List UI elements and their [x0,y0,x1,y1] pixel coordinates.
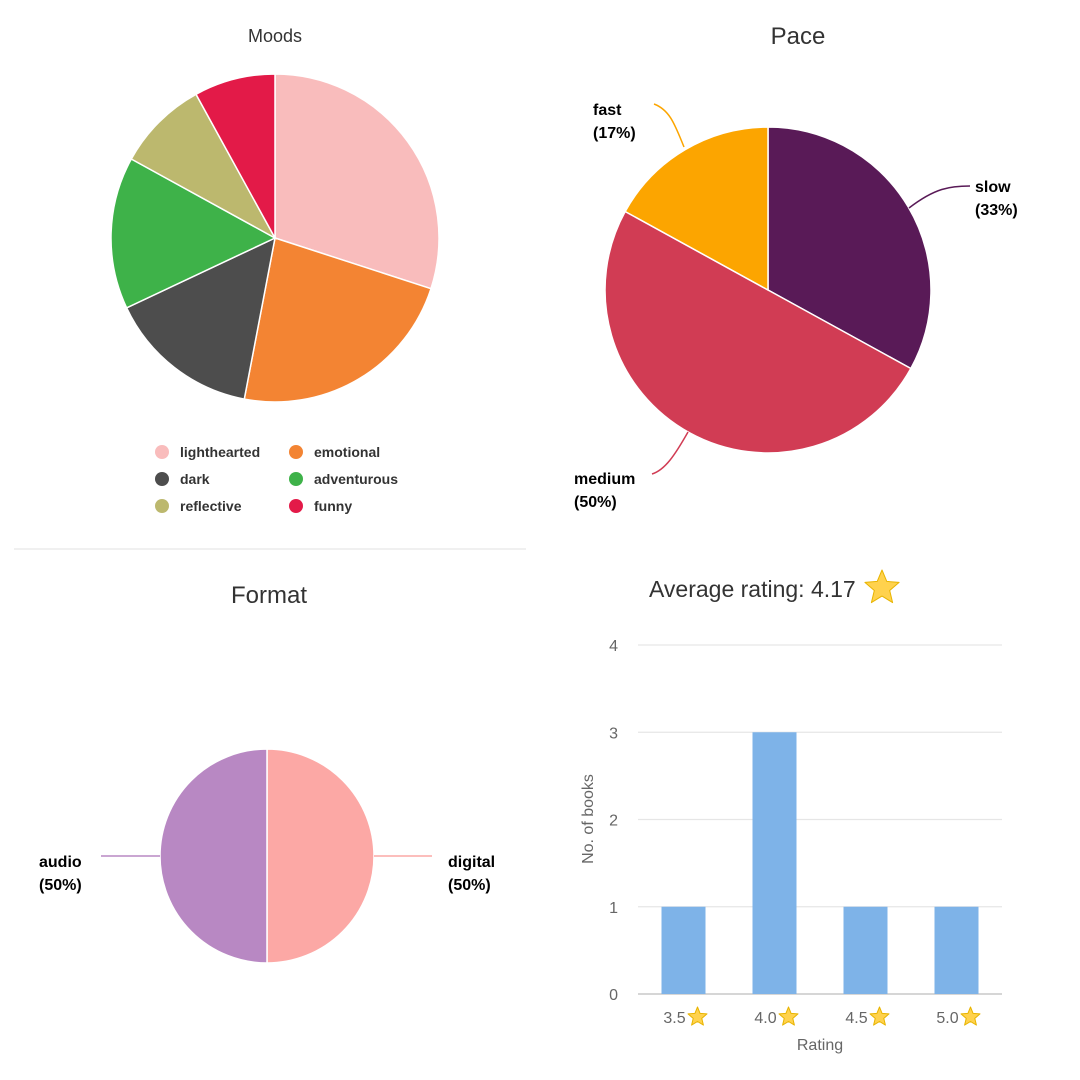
format-digital-label: digital [448,854,495,871]
rating-title: Average rating: 4.17 [649,576,856,602]
format-slice-digital[interactable] [266,748,375,964]
legend-label-reflective: reflective [180,498,242,514]
bar-4-0[interactable] [752,732,797,994]
rating-y-axis-label: No. of books [580,774,597,864]
format-audio-pct: (50%) [39,877,82,894]
legend-label-dark: dark [180,471,210,487]
y-tick-0: 0 [609,987,618,1004]
format-chart: Format digital (50%) audio (50%) [39,582,495,964]
panel-divider [14,548,526,550]
format-callouts: digital (50%) audio (50%) [39,854,495,894]
pace-fast-pct: (17%) [593,125,636,142]
pace-fast-leader [653,103,685,148]
bar-4-5[interactable] [843,906,888,994]
moods-legend: lighthearted emotional dark adventurous refl… [155,444,398,514]
moods-slice-funny[interactable] [194,73,276,239]
moods-slice-emotional[interactable] [243,237,432,403]
x-tick-4-5: 4.5 [845,1010,867,1027]
y-tick-4: 4 [609,638,618,655]
x-tick-star-icon-4-0 [778,1006,799,1026]
legend-marker-reflective [155,499,169,513]
x-tick-3-5: 3.5 [663,1010,685,1027]
rating-x-ticks: 3.5 4.0 4.5 5.0 [663,1006,981,1027]
format-slices [159,748,375,964]
legend-label-funny: funny [314,498,352,514]
pace-slice-medium[interactable] [604,210,912,454]
y-tick-3: 3 [609,725,618,742]
moods-slice-lighthearted[interactable] [274,73,440,290]
moods-chart: Moods lighthearted emotional dark adventuro… [110,26,440,514]
moods-title: Moods [248,26,302,46]
moods-slice-dark[interactable] [125,236,277,400]
rating-bars [661,732,979,994]
legend-label-lighthearted: lighthearted [180,444,260,460]
pace-slices [604,126,932,454]
legend-marker-funny [289,499,303,513]
rating-title-star-icon [864,569,900,604]
pace-title: Pace [771,23,826,50]
legend-marker-adventurous [289,472,303,486]
pace-slow-label: slow [975,179,1011,196]
rating-x-axis-label: Rating [797,1037,843,1054]
pace-medium-label: medium [574,471,635,488]
legend-label-emotional: emotional [314,444,380,460]
legend-marker-dark [155,472,169,486]
y-tick-1: 1 [609,900,618,917]
x-tick-5-0: 5.0 [936,1010,958,1027]
y-tick-2: 2 [609,813,618,830]
bar-5-0[interactable] [934,906,979,994]
format-audio-label: audio [39,854,82,871]
moods-slice-adventurous[interactable] [110,157,277,309]
pace-medium-leader [651,431,689,475]
rating-title-star-shape [864,569,900,604]
pace-fast-label: fast [593,102,622,119]
moods-slices [110,73,440,403]
pace-chart: Pace slow (33%) medium (50%) fast (17%) [574,23,1018,511]
format-title: Format [231,582,307,609]
legend-label-adventurous: adventurous [314,471,398,487]
bar-3-5[interactable] [661,906,706,994]
pace-slow-leader [908,185,971,209]
legend-marker-lighthearted [155,445,169,459]
pace-callouts: slow (33%) medium (50%) fast (17%) [574,102,1018,511]
legend-marker-emotional [289,445,303,459]
moods-slice-reflective[interactable] [130,93,277,240]
pace-slice-fast[interactable] [624,126,769,292]
x-tick-star-icon-4-5 [869,1006,890,1026]
format-slice-audio[interactable] [159,748,268,964]
pace-slice-slow[interactable] [767,126,932,370]
x-tick-star-icon-5-0 [960,1006,981,1026]
x-tick-4-0: 4.0 [754,1010,776,1027]
pace-medium-pct: (50%) [574,494,617,511]
pace-slow-pct: (33%) [975,202,1018,219]
x-tick-star-icon-3-5 [687,1006,708,1026]
format-digital-pct: (50%) [448,877,491,894]
